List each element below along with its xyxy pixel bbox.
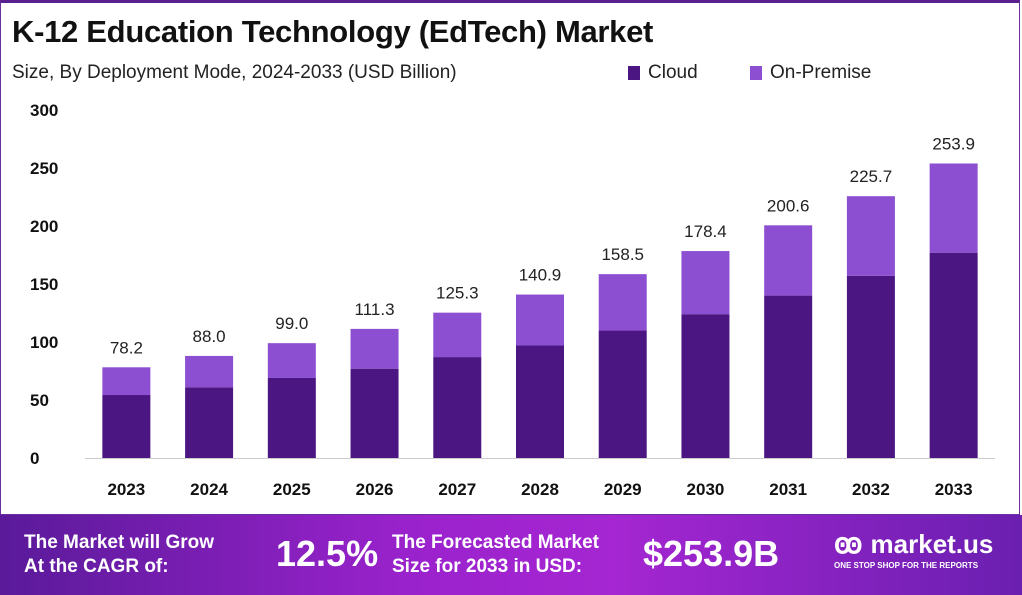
bar-total-label: 88.0: [193, 327, 226, 346]
x-tick-label: 2033: [935, 480, 973, 499]
x-tick-label: 2030: [687, 480, 725, 499]
cagr-label: The Market will Grow At the CAGR of:: [24, 531, 214, 579]
bar-on-premise: [102, 367, 151, 396]
bar-on-premise: [350, 328, 399, 369]
legend-item-on-premise: On-Premise: [750, 62, 871, 84]
x-tick-label: 2023: [107, 480, 145, 499]
y-tick-label: 200: [30, 217, 58, 236]
bar-cloud: [929, 252, 978, 458]
bar-total-label: 125.3: [436, 284, 479, 303]
chart-frame: [0, 0, 1020, 515]
forecast-label-line: The Forecasted Market: [392, 532, 599, 553]
legend-item-cloud: Cloud: [628, 62, 698, 84]
bar-total-label: 200.6: [767, 196, 810, 215]
bar-chart: 0 50 100 150 200 250 300 78.2 2023 88.0 2024 99.0 20…: [30, 101, 995, 499]
y-tick-label: 100: [30, 333, 58, 352]
bar-cloud: [185, 387, 234, 458]
cagr-value: 12.5%: [276, 533, 379, 574]
chart-subtitle: Size, By Deployment Mode, 2024-2033 (USD…: [12, 62, 457, 83]
logo-mark-icon: ꙭ: [834, 528, 863, 559]
legend-label: On-Premise: [770, 62, 872, 83]
cagr-label-line: The Market will Grow: [24, 532, 215, 553]
bar-cloud: [102, 395, 151, 458]
bar-on-premise: [681, 251, 730, 315]
x-tick-label: 2029: [604, 480, 642, 499]
y-tick-label: 0: [30, 449, 39, 468]
cagr-label-line: At the CAGR of:: [24, 556, 169, 577]
footer-banner: The Market will Grow At the CAGR of: 12.…: [0, 515, 1022, 595]
y-tick-label: 250: [30, 159, 58, 178]
bar-on-premise: [267, 343, 316, 378]
x-tick-label: 2025: [273, 480, 311, 499]
y-tick-label: 300: [30, 101, 58, 120]
bar-total-label: 111.3: [355, 300, 395, 319]
x-tick-label: 2026: [356, 480, 394, 499]
y-tick-label: 150: [30, 275, 58, 294]
bar-total-label: 178.4: [684, 222, 727, 241]
bar-total-label: 225.7: [850, 167, 893, 186]
legend-label: Cloud: [648, 62, 698, 83]
forecast-label: The Forecasted Market Size for 2033 in U…: [392, 531, 599, 579]
bar-cloud: [846, 275, 895, 458]
x-tick-label: 2031: [769, 480, 807, 499]
x-tick-label: 2028: [521, 480, 559, 499]
bar-cloud: [350, 368, 399, 458]
bar-total-label: 140.9: [519, 266, 562, 285]
bar-total-label: 99.0: [275, 314, 308, 333]
bar-cloud: [516, 345, 564, 458]
x-tick-label: 2032: [852, 480, 890, 499]
bar-on-premise: [598, 274, 647, 331]
logo-tagline: ONE STOP SHOP FOR THE REPORTS: [834, 561, 979, 570]
bar-on-premise: [185, 355, 234, 388]
bar-cloud: [681, 314, 730, 458]
x-tick-label: 2027: [438, 480, 476, 499]
bar-cloud: [433, 357, 482, 458]
bar-cloud: [267, 377, 316, 458]
y-tick-label: 50: [30, 391, 49, 410]
bar-on-premise: [846, 196, 895, 276]
bar-on-premise: [516, 294, 564, 346]
bar-cloud: [764, 295, 813, 458]
logo-name: market.us: [870, 529, 994, 559]
market-us-logo: ꙭ market.us ONE STOP SHOP FOR THE REPORT…: [834, 529, 993, 571]
bar-on-premise: [929, 163, 978, 253]
chart-title: K-12 Education Technology (EdTech) Marke…: [12, 14, 654, 49]
legend-swatch-cloud: [628, 66, 640, 80]
bar-total-label: 253.9: [932, 134, 975, 153]
forecast-value: $253.9B: [643, 533, 780, 574]
forecast-label-line: Size for 2033 in USD:: [392, 556, 583, 577]
bar-total-label: 78.2: [110, 338, 143, 357]
x-tick-label: 2024: [190, 480, 228, 499]
bar-cloud: [598, 330, 647, 458]
bar-total-label: 158.5: [601, 245, 644, 264]
legend-swatch-on-premise: [750, 66, 762, 80]
bar-on-premise: [764, 225, 813, 296]
bar-on-premise: [433, 312, 482, 358]
